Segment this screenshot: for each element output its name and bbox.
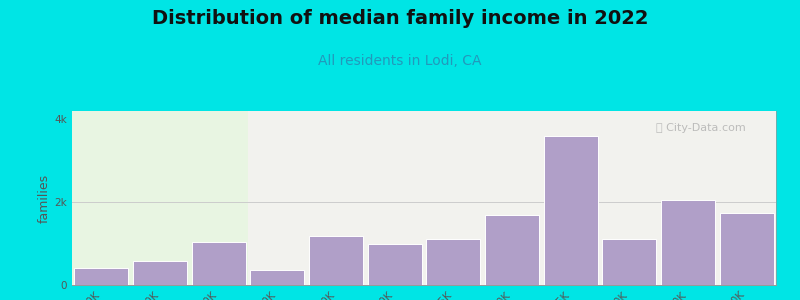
Text: Distribution of median family income in 2022: Distribution of median family income in … <box>152 9 648 28</box>
Text: All residents in Lodi, CA: All residents in Lodi, CA <box>318 54 482 68</box>
Bar <box>309 236 363 285</box>
Bar <box>250 270 304 285</box>
Bar <box>426 238 480 285</box>
Bar <box>661 200 715 285</box>
Bar <box>74 268 128 285</box>
Text: ⓘ City-Data.com: ⓘ City-Data.com <box>656 123 746 133</box>
Y-axis label: families: families <box>38 173 50 223</box>
Bar <box>485 215 539 285</box>
Bar <box>72 111 248 285</box>
Bar <box>720 212 774 285</box>
Bar <box>602 239 656 285</box>
Bar <box>133 261 187 285</box>
Bar <box>544 136 598 285</box>
Bar <box>192 242 246 285</box>
Bar <box>368 244 422 285</box>
